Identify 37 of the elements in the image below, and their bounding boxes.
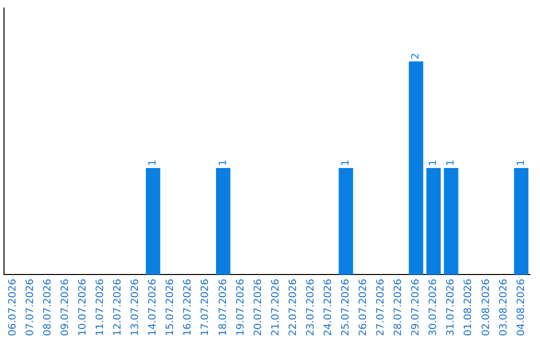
x-tick-label: 02.08.2026 xyxy=(480,278,492,336)
x-tick-label: 26.07.2026 xyxy=(358,278,370,336)
x-tick-label: 28.07.2026 xyxy=(393,278,404,336)
x-tick-label: 11.07.2026 xyxy=(95,278,106,336)
x-tick-label: 09.07.2026 xyxy=(60,278,71,336)
x-tick-label: 29.07.2026 xyxy=(410,278,422,336)
x-tick-label: 04.08.2026 xyxy=(516,278,527,336)
data-label: 1 xyxy=(516,160,527,166)
data-label: 1 xyxy=(446,160,457,166)
x-tick-label: 22.07.2026 xyxy=(288,278,299,336)
x-tick-label: 13.07.2026 xyxy=(130,278,142,336)
x-tick-label: 18.07.2026 xyxy=(218,278,229,336)
x-tick-label: 25.07.2026 xyxy=(340,278,352,336)
x-tick-label: 06.07.2026 xyxy=(7,278,18,336)
data-label: 1 xyxy=(218,160,229,166)
data-label: 1 xyxy=(340,160,352,166)
x-tick-label: 01.08.2026 xyxy=(463,278,474,336)
data-label: 1 xyxy=(148,160,159,166)
x-tick-label: 27.07.2026 xyxy=(376,278,387,336)
data-label: 2 xyxy=(410,52,422,60)
x-tick-label: 31.07.2026 xyxy=(446,278,457,336)
x-tick-label: 19.07.2026 xyxy=(235,278,246,336)
x-tick-label: 21.07.2026 xyxy=(270,278,282,336)
x-tick-label: 03.08.2026 xyxy=(498,278,510,336)
x-tick-label: 08.07.2026 xyxy=(42,278,54,336)
data-label: 1 xyxy=(428,160,440,166)
x-tick-label: 12.07.2026 xyxy=(112,278,124,336)
x-tick-label: 10.07.2026 xyxy=(77,278,88,336)
x-tick-label: 30.07.2026 xyxy=(428,278,440,336)
x-tick-label: 07.07.2026 xyxy=(24,278,36,336)
x-tick-label: 14.07.2026 xyxy=(148,278,159,336)
x-tick-label: 20.07.2026 xyxy=(252,278,264,336)
x-tick-label: 23.07.2026 xyxy=(305,278,316,336)
x-tick-label: 24.07.2026 xyxy=(322,278,334,336)
x-tick-label: 16.07.2026 xyxy=(182,278,194,336)
x-tick-label: 17.07.2026 xyxy=(200,278,212,336)
x-tick-label: 15.07.2026 xyxy=(165,278,176,336)
